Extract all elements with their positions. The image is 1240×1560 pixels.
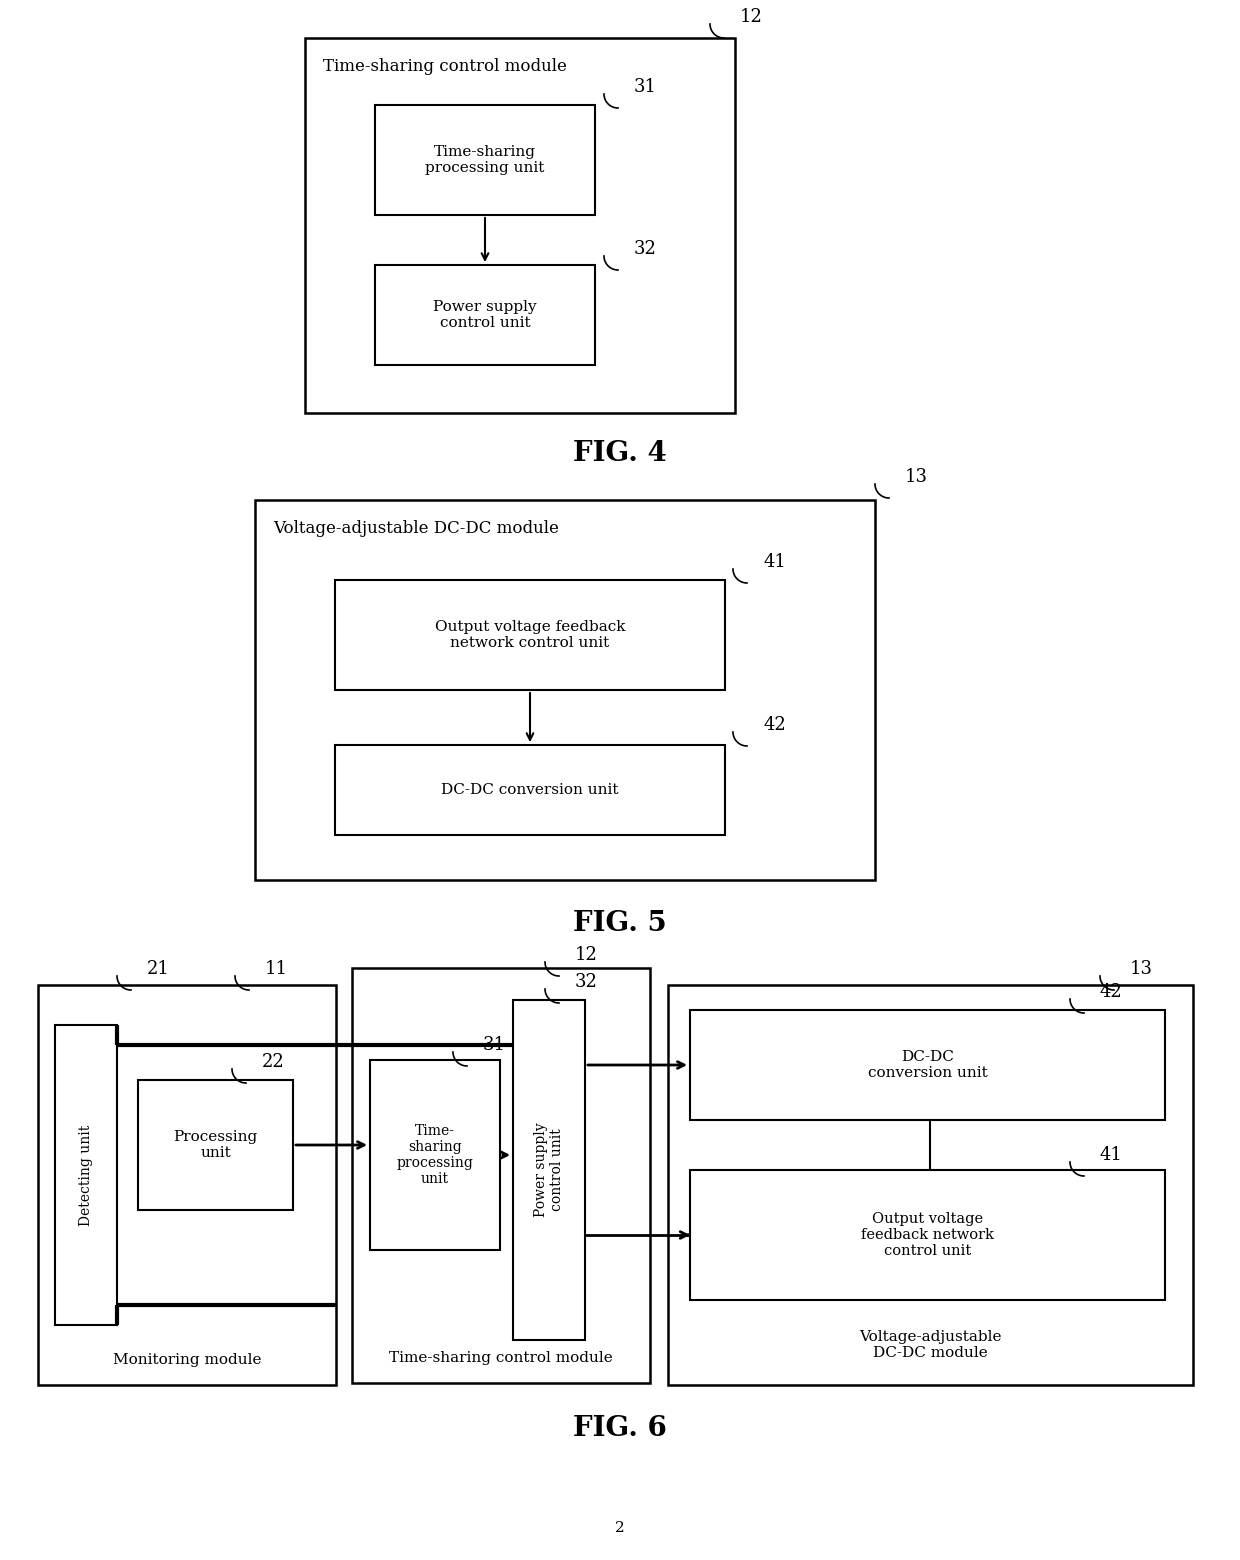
Text: Time-sharing
processing unit: Time-sharing processing unit (425, 145, 544, 175)
Text: 11: 11 (265, 959, 288, 978)
Bar (689, 1009, 1166, 1120)
Bar (374, 265, 595, 365)
Bar (335, 746, 725, 835)
Bar (305, 37, 735, 413)
Bar (668, 984, 1193, 1385)
Bar (255, 501, 875, 880)
Text: Detecting unit: Detecting unit (79, 1125, 93, 1226)
Text: 2: 2 (615, 1521, 625, 1535)
Bar (55, 1025, 117, 1324)
Text: 32: 32 (634, 240, 657, 257)
Bar (138, 1080, 293, 1211)
Text: Voltage-adjustable DC-DC module: Voltage-adjustable DC-DC module (273, 519, 559, 537)
Text: 31: 31 (634, 78, 657, 97)
Text: Power supply
control unit: Power supply control unit (433, 300, 537, 331)
Bar (352, 969, 650, 1384)
Bar (689, 1170, 1166, 1299)
Text: DC-DC conversion unit: DC-DC conversion unit (441, 783, 619, 797)
Text: 12: 12 (575, 945, 598, 964)
Text: 42: 42 (763, 716, 786, 735)
Text: Processing
unit: Processing unit (174, 1129, 258, 1161)
Text: Voltage-adjustable
DC-DC module: Voltage-adjustable DC-DC module (859, 1329, 1002, 1360)
Text: Output voltage
feedback network
control unit: Output voltage feedback network control … (861, 1212, 994, 1259)
Bar (374, 105, 595, 215)
Bar (335, 580, 725, 690)
Text: 41: 41 (763, 552, 786, 571)
Bar (513, 1000, 585, 1340)
Text: 13: 13 (905, 468, 928, 487)
Text: FIG. 5: FIG. 5 (573, 909, 667, 938)
Text: 41: 41 (1100, 1147, 1123, 1164)
Bar (38, 984, 336, 1385)
Text: 32: 32 (575, 973, 598, 991)
Text: FIG. 6: FIG. 6 (573, 1415, 667, 1441)
Text: 13: 13 (1130, 959, 1153, 978)
Text: Power supply
control unit: Power supply control unit (534, 1123, 564, 1217)
Text: Time-
sharing
processing
unit: Time- sharing processing unit (397, 1123, 474, 1186)
Text: 42: 42 (1100, 983, 1122, 1002)
Text: Output voltage feedback
network control unit: Output voltage feedback network control … (435, 619, 625, 651)
Text: DC-DC
conversion unit: DC-DC conversion unit (868, 1050, 987, 1080)
Text: FIG. 4: FIG. 4 (573, 440, 667, 466)
Text: 22: 22 (262, 1053, 285, 1072)
Text: 12: 12 (740, 8, 763, 27)
Text: 21: 21 (148, 959, 170, 978)
Text: 31: 31 (484, 1036, 506, 1055)
Bar (370, 1059, 500, 1250)
Text: Time-sharing control module: Time-sharing control module (389, 1351, 613, 1365)
Text: Monitoring module: Monitoring module (113, 1353, 262, 1367)
Text: Time-sharing control module: Time-sharing control module (322, 58, 567, 75)
